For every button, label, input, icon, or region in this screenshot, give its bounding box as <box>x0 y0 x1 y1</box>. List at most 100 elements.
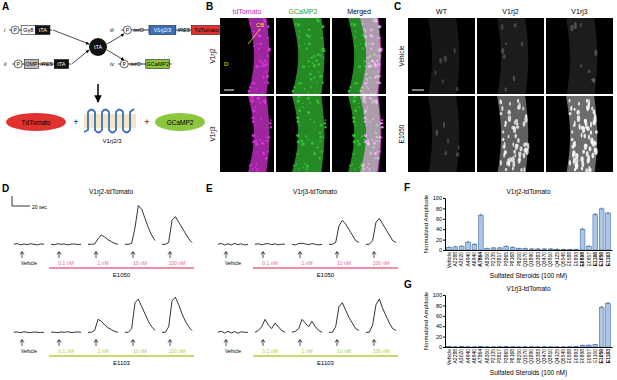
tick-label: A3020 <box>458 349 464 364</box>
cell <box>517 99 519 103</box>
linker-label: IRES <box>40 61 53 67</box>
micrograph <box>408 96 475 172</box>
cell <box>584 119 587 124</box>
cell <box>307 111 310 114</box>
y-tick: 60 <box>436 216 445 222</box>
cell <box>267 55 269 57</box>
cell <box>252 96 254 98</box>
cell <box>252 120 255 123</box>
x-tick: P3865 <box>503 250 509 266</box>
tick-mark <box>443 305 445 306</box>
y-tick: 100 <box>433 195 445 201</box>
cell-layer <box>497 96 528 172</box>
cell <box>354 109 357 112</box>
underline <box>253 267 398 269</box>
cell <box>370 47 372 49</box>
error-bar <box>511 246 513 248</box>
cell <box>358 106 360 108</box>
condition-label: 1 nM <box>301 260 312 266</box>
chart-title: V1rj3-tdTomato <box>506 285 550 293</box>
axis-line <box>443 199 446 251</box>
cell <box>454 48 456 54</box>
cell <box>360 43 362 45</box>
x-tick: A6940 <box>471 250 477 266</box>
row-label: V1rj2 <box>209 48 217 64</box>
bar <box>447 346 452 347</box>
panel-a: AiPGγ8tTAiiPOMPIREStTAiiiPtetOV1rj2/3IRE… <box>2 1 224 144</box>
product-gcamp2 <box>155 113 205 131</box>
cell <box>302 102 304 104</box>
cell <box>360 163 362 165</box>
cell <box>365 36 367 38</box>
cell-layer <box>428 96 459 172</box>
cell <box>302 65 305 68</box>
membrane <box>84 114 136 128</box>
cell <box>503 54 506 59</box>
cell <box>513 76 515 82</box>
cell <box>259 139 261 141</box>
cell <box>443 121 445 128</box>
column-header: WT <box>436 8 448 15</box>
cell <box>523 167 525 172</box>
micrograph <box>332 18 386 94</box>
cell <box>517 105 519 110</box>
cell <box>515 119 518 122</box>
cell <box>373 142 376 145</box>
cell <box>523 121 526 127</box>
bar <box>606 213 611 250</box>
cell <box>447 139 449 144</box>
image-bg <box>220 18 274 94</box>
stimulus-arrow <box>94 340 98 347</box>
stimulus-arrow <box>298 252 302 259</box>
cell <box>444 151 447 156</box>
cell <box>258 47 260 49</box>
driver-box <box>54 60 68 69</box>
column-header: tdTomato <box>233 8 262 15</box>
cell <box>250 164 252 166</box>
trace <box>366 299 396 332</box>
arrow <box>72 50 89 64</box>
bar-panel: FV1rj2-tdTomato020406080100VehicleA2288A… <box>404 182 613 280</box>
bar <box>466 346 471 347</box>
cell <box>379 151 381 153</box>
cell <box>322 25 325 28</box>
stimulus-arrow <box>224 340 228 347</box>
panel-c: CWTV1rj2V1rj3VehicleE1050 <box>394 1 613 173</box>
x-tick: A6940 <box>471 347 477 363</box>
cell <box>317 53 320 56</box>
tick-label: P8200 <box>516 252 522 267</box>
promoter <box>14 60 22 68</box>
x-tick: Q5545 <box>560 347 566 364</box>
x-axis-title: Sulfated Steroids (100 nM) <box>490 272 567 280</box>
cell <box>307 97 310 100</box>
cell <box>374 152 377 155</box>
bar <box>491 248 496 250</box>
construct: iiPOMPIREStTA <box>4 60 71 69</box>
product-tdtomato <box>6 113 66 131</box>
traces <box>14 206 192 333</box>
construct-label: ii <box>4 61 7 67</box>
stimulus-name: E1103 <box>317 360 335 366</box>
error-bar <box>607 302 609 304</box>
bar <box>548 249 553 250</box>
cell <box>512 167 514 171</box>
micrograph <box>220 96 274 172</box>
cell <box>582 150 585 154</box>
cell <box>525 148 528 155</box>
cell <box>381 122 384 125</box>
cell <box>375 20 378 23</box>
cell <box>516 126 519 129</box>
trace <box>88 235 118 244</box>
cell <box>296 99 299 102</box>
cell-layer <box>248 96 269 172</box>
cell <box>318 157 321 160</box>
tick-mark <box>443 250 445 251</box>
cell <box>353 153 355 155</box>
cell <box>371 66 373 68</box>
protein <box>89 38 107 56</box>
tick-label: E1100 <box>592 349 598 363</box>
cell <box>585 168 588 172</box>
cell <box>376 82 378 84</box>
x-tick: E0957 <box>586 347 592 363</box>
x-tick: Q5545 <box>560 250 566 267</box>
